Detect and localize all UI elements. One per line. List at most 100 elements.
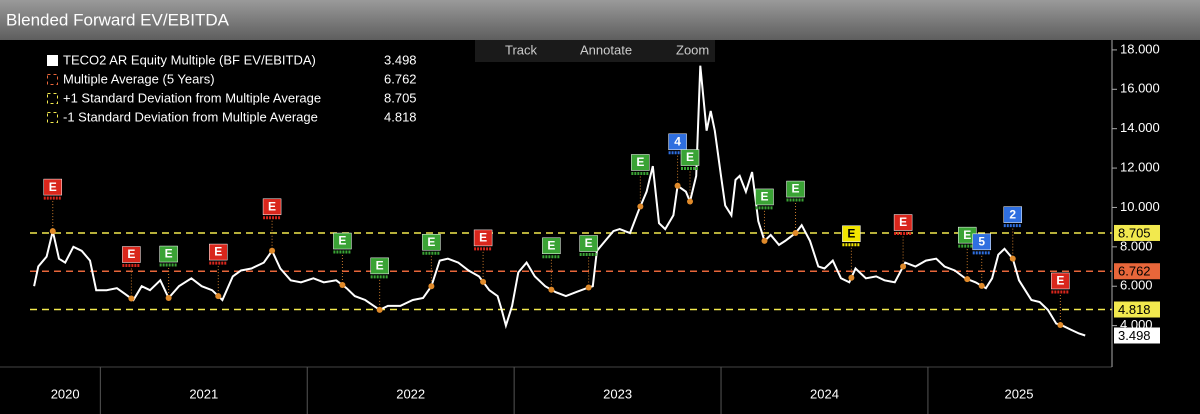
event-dot <box>49 228 56 235</box>
event-dot <box>637 203 644 210</box>
x-tick-label: 2021 <box>189 386 218 401</box>
event-label: E <box>165 247 173 261</box>
event-label: E <box>427 235 435 249</box>
y-tick-label: 14.000 <box>1120 120 1160 135</box>
event-dot <box>548 286 555 293</box>
event-label: E <box>1056 274 1064 288</box>
event-dot <box>1009 255 1016 262</box>
event-label: E <box>268 199 276 213</box>
event-marker <box>893 214 913 231</box>
last-value-tag-label: 3.498 <box>1118 328 1151 343</box>
event-label: E <box>338 234 346 248</box>
y-tick-label: 10.000 <box>1120 199 1160 214</box>
legend-value: 3.498 <box>384 52 417 67</box>
reference-tag <box>1114 301 1160 318</box>
event-marker <box>370 257 389 275</box>
event-dot <box>674 182 681 189</box>
event-label: E <box>547 238 555 252</box>
event-dot <box>428 283 435 290</box>
event-label: E <box>376 259 384 273</box>
y-tick-label: 18.000 <box>1120 41 1160 56</box>
event-marker <box>473 229 493 247</box>
event-dot <box>269 247 276 254</box>
legend-label: +1 Standard Deviation from Multiple Aver… <box>63 90 321 105</box>
event-label: 5 <box>978 235 985 249</box>
event-dot <box>585 284 592 291</box>
event-dot <box>215 293 222 300</box>
reference-tag <box>1114 263 1160 280</box>
event-label: E <box>49 180 57 194</box>
event-marker <box>422 233 441 251</box>
legend-value: 8.705 <box>384 90 417 105</box>
legend-swatch <box>47 93 58 104</box>
toolbar-annotate[interactable]: Annotate <box>580 42 632 57</box>
legend-swatch <box>47 74 58 85</box>
reference-tag <box>1114 224 1160 241</box>
event-dot <box>900 263 907 270</box>
event-marker <box>43 178 63 196</box>
event-marker <box>631 154 650 171</box>
event-dot <box>480 278 487 285</box>
reference-tag-label: 4.818 <box>1118 302 1151 317</box>
legend-value: 6.762 <box>384 71 417 86</box>
event-label: E <box>899 215 907 229</box>
x-tick-label: 2022 <box>396 386 425 401</box>
x-tick-label: 2020 <box>51 386 80 401</box>
event-label: E <box>127 247 135 261</box>
y-tick-label: 16.000 <box>1120 81 1160 96</box>
series-line <box>33 65 1086 337</box>
event-marker <box>680 149 700 166</box>
event-marker <box>579 235 598 252</box>
reference-tag-label: 6.762 <box>1118 264 1151 279</box>
event-marker <box>1003 206 1023 223</box>
legend-value: 4.818 <box>384 109 417 124</box>
toolbar <box>475 40 715 62</box>
event-dot <box>1057 321 1064 328</box>
event-marker <box>542 237 561 255</box>
event-marker <box>1051 272 1070 290</box>
reference-tag-label: 8.705 <box>1118 225 1151 240</box>
x-tick-label: 2025 <box>1005 386 1034 401</box>
event-dot <box>376 306 383 313</box>
event-label: E <box>636 155 644 169</box>
y-tick-label: 8.000 <box>1120 238 1153 253</box>
event-marker <box>668 133 687 151</box>
event-marker <box>333 232 352 250</box>
event-dot <box>792 230 799 237</box>
event-label: E <box>847 226 855 240</box>
event-marker <box>122 246 141 263</box>
event-dot <box>339 282 346 289</box>
event-label: E <box>479 231 487 245</box>
toolbar-zoom[interactable]: Zoom <box>676 42 709 57</box>
y-tick-label: 6.000 <box>1120 278 1153 293</box>
event-label: 2 <box>1009 207 1016 221</box>
event-marker <box>262 198 282 216</box>
legend-label: -1 Standard Deviation from Multiple Aver… <box>63 109 318 124</box>
event-dot <box>761 237 768 244</box>
event-label: E <box>214 245 222 259</box>
legend-swatch <box>47 112 58 123</box>
event-label: E <box>585 236 593 250</box>
y-tick-label: 12.000 <box>1120 160 1160 175</box>
toolbar-track[interactable]: Track <box>505 42 538 57</box>
event-label: E <box>760 190 768 204</box>
x-tick-label: 2024 <box>810 386 839 401</box>
event-dot <box>128 295 135 302</box>
event-dot <box>848 274 855 281</box>
legend-label: TECO2 AR Equity Multiple (BF EV/EBITDA) <box>63 52 316 67</box>
event-marker <box>842 225 861 242</box>
title-bar <box>0 0 1200 40</box>
last-value-tag <box>1114 327 1160 344</box>
event-dot <box>687 198 693 205</box>
event-label: 4 <box>674 134 681 148</box>
event-marker <box>159 245 178 263</box>
event-dot <box>978 282 985 289</box>
event-dot <box>964 276 971 283</box>
event-marker <box>209 243 228 261</box>
event-marker <box>786 180 805 198</box>
event-marker <box>755 188 774 206</box>
event-label: E <box>963 228 971 242</box>
legend-label: Multiple Average (5 Years) <box>63 71 215 86</box>
